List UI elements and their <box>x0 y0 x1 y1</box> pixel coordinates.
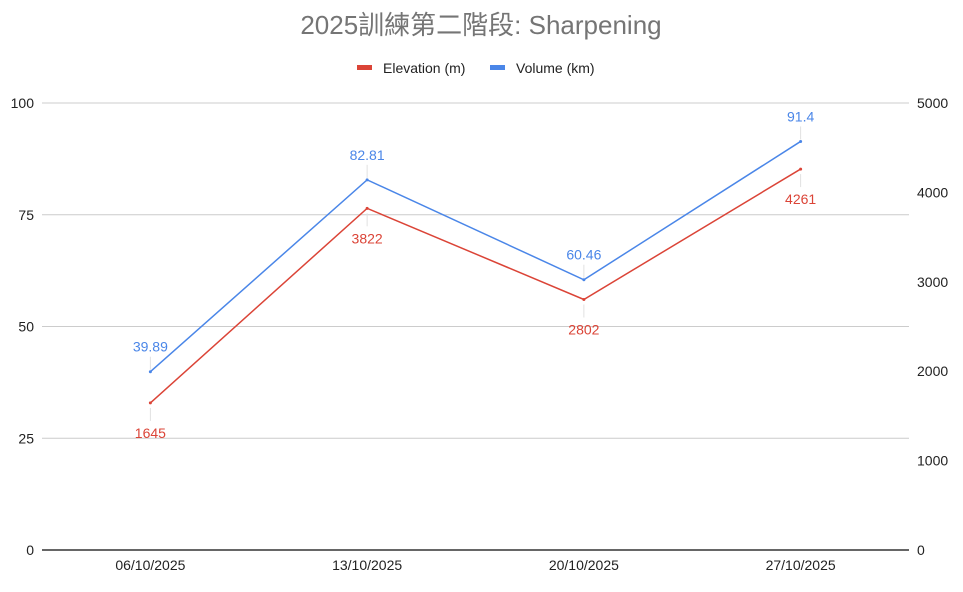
right-tick-label: 3000 <box>917 274 948 290</box>
left-tick-label: 25 <box>18 430 34 446</box>
data-label: 4261 <box>785 191 816 207</box>
right-tick-label: 0 <box>917 542 925 558</box>
right-axis: 0 1000 2000 3000 4000 5000 <box>917 95 948 558</box>
data-label: 2802 <box>568 322 599 338</box>
right-tick-label: 5000 <box>917 95 948 111</box>
data-label: 91.4 <box>787 108 814 124</box>
x-tick-label: 27/10/2025 <box>766 557 836 573</box>
plot-area: 1645 3822 2802 4261 39.89 82.81 60.46 91.4 <box>133 108 817 440</box>
legend-swatch <box>357 65 372 70</box>
data-point <box>365 206 369 210</box>
x-tick-label: 20/10/2025 <box>549 557 619 573</box>
chart-title: 2025訓練第二階段: Sharpening <box>300 10 661 40</box>
left-tick-label: 75 <box>18 207 34 223</box>
left-tick-label: 100 <box>11 95 35 111</box>
left-tick-label: 50 <box>18 319 34 335</box>
legend: Elevation (m) Volume (km) <box>357 60 595 76</box>
series-line <box>149 168 802 404</box>
right-tick-label: 4000 <box>917 184 948 200</box>
data-point <box>582 278 586 282</box>
data-label: 82.81 <box>350 147 385 163</box>
data-label: 39.89 <box>133 339 168 355</box>
data-label: 1645 <box>135 425 166 441</box>
legend-swatch <box>490 65 505 70</box>
data-point <box>799 139 803 143</box>
data-point <box>799 167 803 171</box>
data-label: 3822 <box>352 230 383 246</box>
series-line <box>149 140 802 373</box>
x-axis: 06/10/2025 13/10/2025 20/10/2025 27/10/2025 <box>42 549 909 573</box>
x-tick-label: 13/10/2025 <box>332 557 402 573</box>
left-tick-label: 0 <box>26 542 34 558</box>
data-point <box>365 178 369 182</box>
data-label: 60.46 <box>566 247 601 263</box>
gridlines <box>42 102 909 439</box>
x-tick-label: 06/10/2025 <box>115 557 185 573</box>
right-tick-label: 2000 <box>917 363 948 379</box>
legend-label: Elevation (m) <box>383 60 465 76</box>
right-tick-label: 1000 <box>917 453 948 469</box>
legend-label: Volume (km) <box>516 60 595 76</box>
left-axis: 0 25 50 75 100 <box>11 95 35 558</box>
data-point <box>148 401 152 405</box>
data-point <box>582 298 586 302</box>
data-point <box>148 370 152 374</box>
